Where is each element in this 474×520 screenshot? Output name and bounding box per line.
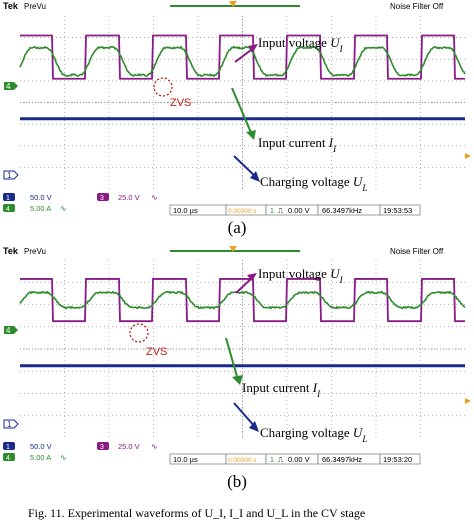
ch4-scale: 5.00 A [30,204,51,213]
caption-b: (b) [0,472,474,492]
oscilloscope-screen-b: Tek PreVu Noise Filter Off 4 1 Input vol… [0,243,474,473]
arrow-current [226,338,238,380]
rising-edge-icon: ⎍ [278,206,284,215]
label-input-current: Input current II [242,380,321,399]
ac-coupling-icon: ∿ [60,453,67,462]
ch3-ac-icon: ∿ [151,193,158,202]
mode-label: PreVu [24,2,46,11]
status-footer: 1 50.0 V 4 5.00 A ∿ 3 25.0 V ∿ 10.0 µs 0… [3,193,420,215]
caption-a: (a) [0,218,474,238]
ch1-scale: 50.0 V [30,193,52,202]
oscilloscope-screen-a: Tek PreVu Noise Filter Off 4 1 Input vol… [0,0,474,220]
scope-panel-a: Tek PreVu Noise Filter Off 4 1 Input vol… [0,0,474,220]
frequency-readout: 66.3497kHz [322,206,362,215]
ch1-coupling-icon: 1 [270,457,274,464]
ch1-badge: 1 [6,195,10,202]
ch3-scale: 25.0 V [118,193,140,202]
label-input-voltage: Input voltage UI [258,35,344,54]
tek-logo: Tek [3,246,19,256]
label-charging-voltage: Charging voltage UL [260,425,367,444]
arrowhead-current [246,130,256,140]
ch3-badge: 3 [100,444,104,451]
ch4-badge: 4 [6,455,10,462]
rising-edge-icon: ⎍ [278,455,284,464]
clock-time: 19:53:53 [383,206,412,215]
label-zvs: ZVS [170,97,191,109]
ch1-marker-label: 1 [7,171,12,180]
clock-time: 19:53:20 [383,455,412,464]
arrow-current [232,88,252,135]
trigger-level: 0.00 V [288,455,310,464]
horizontal-offset: 0.00000 s [228,208,257,215]
timebase: 10.0 µs [173,455,198,464]
trigger-level-icon [465,398,471,404]
scope-panel-b: Tek PreVu Noise Filter Off 4 1 Input vol… [0,243,474,473]
ch4-marker-label: 4 [6,326,11,335]
ch4-marker-label: 4 [6,82,11,91]
label-zvs: ZVS [146,346,167,358]
trigger-level-icon [465,153,471,159]
mode-label: PreVu [24,247,46,256]
horizontal-offset: 0.00000 s [228,457,257,464]
ch1-coupling-icon: 1 [270,208,274,215]
filter-label: Noise Filter Off [390,2,444,11]
filter-label: Noise Filter Off [390,247,444,256]
tek-logo: Tek [3,1,19,11]
figure-caption: Fig. 11. Experimental waveforms of U_I, … [0,506,474,520]
timebase: 10.0 µs [173,206,198,215]
ch4-badge: 4 [6,206,10,213]
frequency-readout: 66.3497kHz [322,455,362,464]
ac-coupling-icon: ∿ [60,204,67,213]
ch3-badge: 3 [100,195,104,202]
ch4-scale: 5.00 A [30,453,51,462]
trigger-level: 0.00 V [288,206,310,215]
ch1-marker-label: 1 [7,420,12,429]
label-input-current: Input current II [258,135,337,154]
label-charging-voltage: Charging voltage UL [260,174,367,193]
ch3-scale: 25.0 V [118,442,140,451]
ch1-badge: 1 [6,444,10,451]
ch3-ac-icon: ∿ [151,442,158,451]
status-footer: 1 50.0 V 4 5.00 A ∿ 3 25.0 V ∿ 10.0 µs 0… [3,442,420,464]
ch1-scale: 50.0 V [30,442,52,451]
